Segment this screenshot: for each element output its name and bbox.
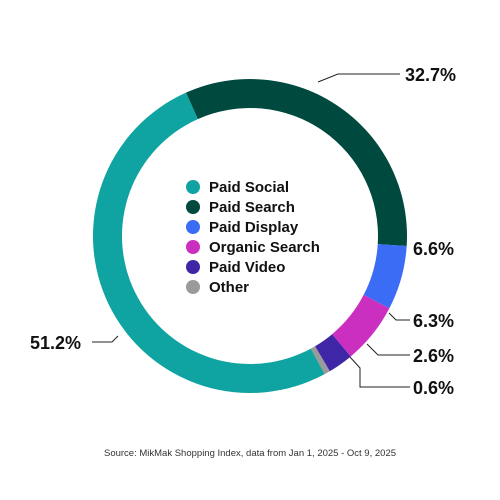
slice-other [310,346,330,375]
legend-swatch-paid-display [186,220,200,234]
legend-swatch-paid-social [186,180,200,194]
legend-label-other: Other [209,279,249,296]
label-organic-search: 6.3% [413,311,454,331]
donut-slices [92,79,407,394]
legend-label-organic-search: Organic Search [209,239,320,256]
leader-line-organic-search [388,312,410,321]
slice-paid-search [185,79,407,247]
legend-swatch-organic-search [186,240,200,254]
slice-organic-search [332,294,390,357]
legend-label-paid-video: Paid Video [209,259,285,276]
legend-label-paid-social: Paid Social [209,179,289,196]
leader-line-paid-social [92,335,119,343]
legend-swatch-paid-search [186,200,200,214]
legend-label-paid-display: Paid Display [209,219,299,236]
leader-line-other [349,356,410,388]
label-paid-video: 2.6% [413,346,454,366]
leader-line-paid-search [317,73,400,83]
label-paid-search: 32.7% [405,65,456,85]
label-other: 0.6% [413,378,454,398]
legend-swatch-paid-video [186,260,200,274]
label-paid-social: 51.2% [30,333,81,353]
legend-label-paid-search: Paid Search [209,199,295,216]
label-paid-display: 6.6% [413,239,454,259]
slice-paid-video [315,334,351,372]
chart-legend: Paid Social Paid Search Paid Display Organi… [186,179,320,296]
slice-paid-social [92,92,325,394]
leader-line-paid-video [366,343,410,356]
source-note: Source: MikMak Shopping Index, data from… [103,448,397,459]
slice-paid-display [363,244,407,309]
legend-swatch-other [186,280,200,294]
leader-lines [92,73,410,388]
